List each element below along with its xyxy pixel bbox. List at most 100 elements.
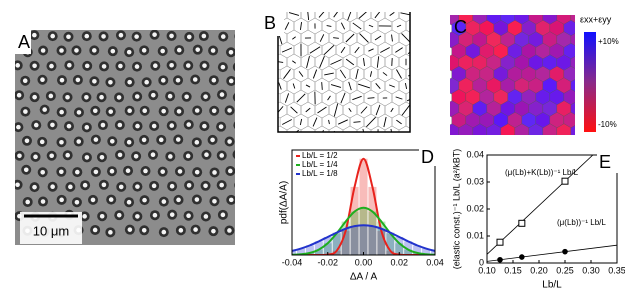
particle-core <box>219 182 224 188</box>
particle-core <box>169 62 174 68</box>
particle-core <box>117 152 123 158</box>
particle <box>232 93 235 102</box>
stick <box>357 83 371 89</box>
stick <box>391 34 393 42</box>
stick <box>340 22 346 30</box>
stick <box>383 116 387 128</box>
annotation: (μ(Lb)+K(Lb))⁻¹ Lb/L <box>505 168 579 177</box>
particle-core <box>39 139 45 145</box>
hist-bar <box>368 186 377 255</box>
particle-core <box>212 170 217 175</box>
hist-bar <box>386 232 395 255</box>
hist-bar <box>368 211 377 255</box>
stick <box>333 103 339 117</box>
particle-core <box>59 139 64 145</box>
marker <box>496 238 504 246</box>
cell <box>370 125 386 132</box>
particle-core <box>178 228 184 233</box>
stick <box>283 69 291 79</box>
stick <box>412 118 413 126</box>
particle-core <box>16 92 22 98</box>
particle <box>243 45 253 55</box>
particle-core <box>99 213 105 219</box>
stick <box>317 106 327 114</box>
particle-core <box>228 197 234 203</box>
colorbar <box>584 32 596 132</box>
particle-core <box>237 183 242 188</box>
cell <box>328 125 344 132</box>
particle-core <box>91 48 97 53</box>
x-tick-label: 0.20 <box>530 265 548 275</box>
particle <box>234 182 235 188</box>
particle-core <box>220 34 226 39</box>
cell <box>570 33 575 47</box>
particle-core <box>125 168 131 174</box>
particle-core <box>246 78 251 83</box>
marker <box>562 248 568 255</box>
particle-core <box>116 212 122 218</box>
particle-core <box>177 169 183 174</box>
particle-core <box>169 212 175 217</box>
particle <box>232 62 235 72</box>
particle-core <box>236 95 241 100</box>
panel-label: E <box>599 152 611 172</box>
hist-bar <box>404 241 413 255</box>
stick <box>410 24 415 29</box>
particle-core <box>203 94 208 99</box>
particle-core <box>49 63 54 69</box>
stick <box>290 106 298 114</box>
stick <box>321 82 323 90</box>
particle-core <box>109 139 115 144</box>
stick <box>333 37 339 39</box>
stick <box>307 12 310 21</box>
x-tick-label: 0.04 <box>426 257 444 267</box>
hist-bar <box>305 245 314 255</box>
particle-core <box>135 214 140 219</box>
particle-core <box>144 79 149 85</box>
particle-core <box>169 183 175 189</box>
particle-core <box>92 227 98 233</box>
particle-core <box>186 34 192 40</box>
stick <box>369 71 373 77</box>
stick <box>298 71 304 77</box>
particle-core <box>227 228 232 233</box>
particle-core <box>228 168 233 174</box>
particle-core <box>65 94 70 100</box>
particle-core <box>135 123 140 129</box>
stick <box>401 104 410 116</box>
particle-core <box>17 153 22 159</box>
micrograph <box>15 30 253 245</box>
stick <box>292 36 296 40</box>
particle-core <box>66 123 72 129</box>
particle-core <box>99 94 104 100</box>
stick <box>296 93 306 103</box>
particle-core <box>16 124 21 130</box>
particle <box>234 33 235 39</box>
x-tick-label: -0.02 <box>317 257 338 267</box>
y-tick-label: 0.03 <box>466 176 484 186</box>
particle <box>242 225 252 235</box>
colorbar-title: εxx+εyy <box>580 14 612 24</box>
particle-core <box>15 182 20 188</box>
particle-core <box>193 227 198 232</box>
particle-core <box>101 64 107 69</box>
particle-core <box>176 197 181 203</box>
particle-core <box>194 108 200 113</box>
particle <box>243 75 253 85</box>
particle-core <box>201 33 207 39</box>
stick <box>358 12 367 19</box>
stick <box>309 46 321 54</box>
stick <box>363 58 365 66</box>
strain-map <box>450 15 575 135</box>
particle-core <box>90 197 96 203</box>
particle-core <box>101 182 107 188</box>
colorbar-label: -10% <box>598 120 617 129</box>
hist-bar <box>368 226 377 255</box>
x-tick-label: 0.25 <box>556 265 574 275</box>
particle-core <box>236 123 241 128</box>
stick <box>367 97 375 99</box>
particle-core <box>133 154 139 159</box>
stick <box>305 133 312 135</box>
particle-core <box>127 227 133 232</box>
particle-core <box>160 78 166 83</box>
